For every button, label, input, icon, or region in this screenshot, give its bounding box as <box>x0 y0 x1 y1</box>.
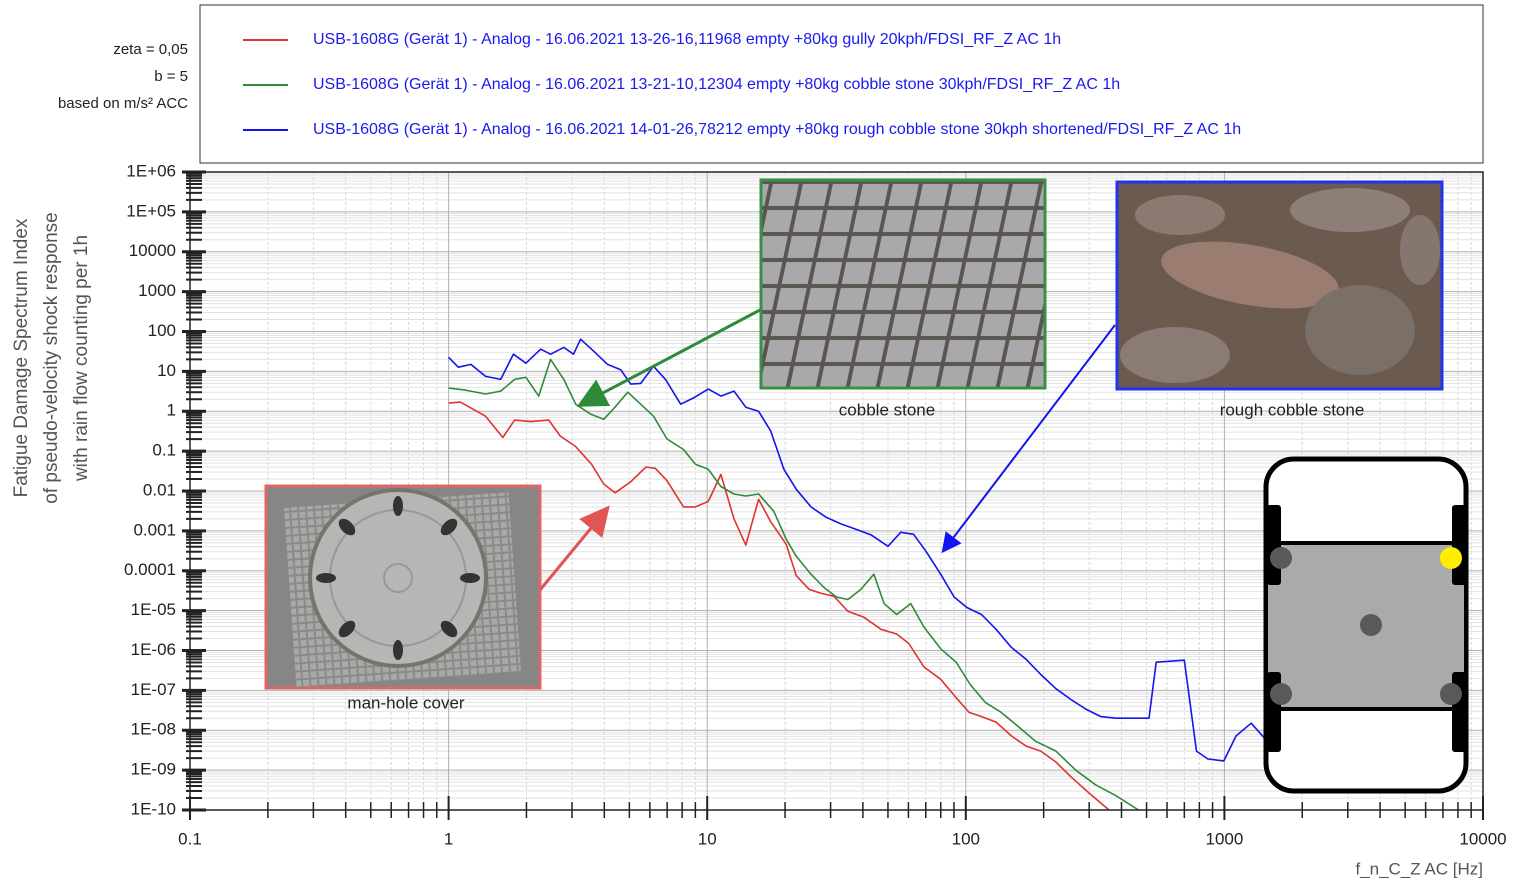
y-axis-label-line: of pseudo-velocity shock response <box>41 212 62 504</box>
arrow <box>540 510 606 590</box>
y-tick-label: 0.1 <box>152 441 176 460</box>
annotation: cobble stone <box>839 400 935 419</box>
manhole-photo <box>266 486 540 688</box>
y-axis-label-line: with rain flow counting per 1h <box>71 235 92 482</box>
legend-label: USB-1608G (Gerät 1) - Analog - 16.06.202… <box>313 76 1120 93</box>
y-tick-label: 1E+05 <box>126 201 176 220</box>
chart: USB-1608G (Gerät 1) - Analog - 16.06.202… <box>0 0 1526 886</box>
x-tick-label: 10 <box>698 829 717 848</box>
x-axis-label: f_n_C_Z AC [Hz] <box>1355 859 1483 878</box>
annotation: rough cobble stone <box>1220 400 1365 419</box>
x-tick-label: 1000 <box>1205 829 1243 848</box>
y-tick-label: 1 <box>167 401 176 420</box>
y-tick-label: 0.0001 <box>124 560 176 579</box>
y-tick-label: 1E-07 <box>131 680 176 699</box>
legend-label: USB-1608G (Gerät 1) - Analog - 16.06.202… <box>313 31 1061 48</box>
y-tick-label: 1E-10 <box>131 799 176 818</box>
y-tick-label: 1E-08 <box>131 720 176 739</box>
y-tick-label: 10000 <box>129 241 176 260</box>
y-tick-label: 1000 <box>138 281 176 300</box>
y-tick-label: 0.001 <box>133 520 176 539</box>
vehicle-diagram <box>1266 459 1466 791</box>
rough-cobble-photo <box>1117 182 1442 389</box>
y-tick-label: 1E-09 <box>131 760 176 779</box>
y-tick-label: 100 <box>148 321 176 340</box>
y-tick-label: 0.01 <box>143 480 176 499</box>
note: b = 5 <box>154 68 188 85</box>
y-tick-label: 1E+06 <box>126 161 176 180</box>
annotation: man-hole cover <box>347 693 465 712</box>
y-tick-label: 1E-05 <box>131 600 176 619</box>
y-axis-label: Fatigue Damage Spectrum Index of pseudo-… <box>11 212 92 504</box>
x-tick-label: 100 <box>952 829 980 848</box>
note: zeta = 0,05 <box>113 41 188 58</box>
x-tick-label: 10000 <box>1459 829 1506 848</box>
cobble-photo <box>761 180 1045 388</box>
note: based on m/s² ACC <box>58 95 188 112</box>
y-tick-label: 1E-06 <box>131 640 176 659</box>
y-axis-label-line: Fatigue Damage Spectrum Index <box>11 218 32 497</box>
y-tick-label: 10 <box>157 361 176 380</box>
x-tick-label: 0.1 <box>178 829 202 848</box>
x-tick-label: 1 <box>444 829 453 848</box>
legend-label: USB-1608G (Gerät 1) - Analog - 16.06.202… <box>313 121 1241 138</box>
